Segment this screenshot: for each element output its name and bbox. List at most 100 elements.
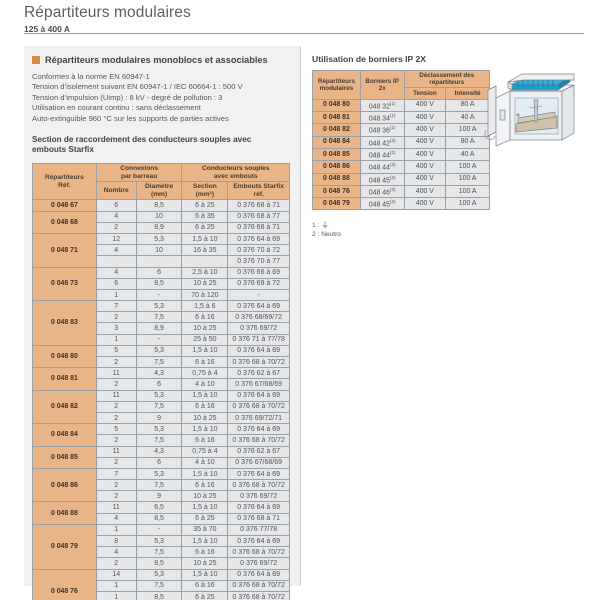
- cell-ip-repartiteur: 0 048 81: [312, 111, 361, 125]
- cell-repartiteur-ref: 0 048 86: [32, 467, 97, 503]
- cell-embouts: 0 376 68 à 70/72: [227, 546, 290, 559]
- cell-section: 2,5 à 10: [181, 266, 229, 279]
- cell-nombre: 2: [95, 434, 137, 447]
- cell-section: 6 à 16: [181, 434, 229, 447]
- cell-section: 1,5 à 10: [181, 389, 229, 402]
- cell-repartiteur-ref: 0 048 73: [32, 266, 97, 302]
- th-section: Section (mm²): [181, 181, 229, 201]
- cell-section: 1,5 à 10: [181, 535, 229, 548]
- right-column: Utilisation de borniers IP 2X Répartiteu…: [296, 46, 586, 600]
- cell-nombre: 11: [95, 445, 137, 458]
- th-diametre-line2: (mm): [151, 190, 168, 198]
- cell-diametre: 7,5: [135, 400, 183, 413]
- cell-ip-bornier: 048 44(2): [359, 147, 405, 162]
- cell-diametre: 5,3: [135, 467, 183, 481]
- cell-embouts: 0 376 64 à 69: [227, 568, 290, 581]
- cell-nombre: 14: [95, 568, 137, 581]
- cell-nombre: 1: [95, 590, 137, 600]
- cell-embouts: 0 376 77/78: [227, 523, 290, 537]
- table-row: 0 048 86 7 5,3 1,5 à 10 0 376 64 à 69: [32, 467, 290, 503]
- product-photo-distribution-block: [484, 73, 575, 147]
- specification-list: Conformes à la norme EN 60947-1 Tension …: [24, 72, 296, 124]
- table-row: 2 7,5 6 à 16 0 376 68 à 70/72: [33, 434, 290, 447]
- cell-embouts: 0 376 67/68/69: [227, 378, 290, 391]
- table-row: 2 9 10 à 25 0 376 69/72: [33, 490, 290, 503]
- cell-diametre: 8,5: [135, 590, 183, 600]
- cell-repartiteur-ref: 0 048 81: [32, 367, 97, 391]
- cell-ip-intensite: 40 A: [445, 147, 490, 162]
- cell-ip-intensite: 40 A: [445, 111, 490, 125]
- table-row: 0 048 84 5 5,3 1,5 à 10 0 376 64 à 69: [32, 423, 290, 447]
- footnotes: 1 : ⏚ 2 : Neutro: [312, 220, 586, 239]
- cell-section: 35 à 70: [181, 523, 229, 537]
- cell-diametre: 9: [135, 411, 183, 425]
- cell-nombre: 12: [95, 232, 137, 246]
- cell-diametre: 10: [135, 244, 183, 257]
- table-row: 0 048 80 5 5,3 1,5 à 10 0 376 64 à 69: [32, 344, 290, 369]
- cell-repartiteur-ref: 0 048 71: [32, 232, 97, 268]
- cell-diametre: 8,9: [135, 221, 183, 234]
- cell-embouts: 0 376 68 à 70/72: [227, 434, 290, 447]
- cell-nombre: 7: [95, 467, 137, 481]
- th-section-line2: (mm²): [195, 190, 215, 198]
- cell-ip-tension: 400 V: [403, 147, 447, 162]
- table-row: 2 9 10 à 25 0 376 69/72/71: [33, 411, 290, 425]
- cell-embouts: 0 376 69/72/71: [227, 411, 290, 425]
- cell-ip-bornier: 048 36(1): [359, 123, 405, 137]
- cell-section: 10 à 25: [181, 557, 229, 570]
- cell-repartiteur-ref: 0 048 76: [32, 568, 97, 600]
- cell-ip-tension: 400 V: [403, 135, 447, 149]
- table-row: 8 5,3 1,5 à 10 0 376 64 à 69: [33, 535, 290, 548]
- cell-ip-tension: 400 V: [403, 160, 447, 174]
- cell-nombre: 1: [95, 579, 137, 592]
- cell-diametre: 6: [135, 266, 183, 279]
- cell-ip-bornier-superscript: (2): [389, 174, 396, 180]
- th-embouts-line1: Embouts Starfix: [233, 183, 284, 191]
- page-subtitle: 125 à 400 A: [24, 24, 70, 34]
- cell-diametre: 8,9: [135, 322, 183, 335]
- cell-ip-intensite: 100 A: [445, 197, 490, 211]
- cell-section: 6 à 25: [181, 199, 229, 212]
- cell-nombre: 2: [95, 456, 137, 469]
- cell-nombre: 1: [95, 288, 137, 302]
- table-row: 0 048 67 6 8,5 6 à 25 0 376 68 à 71: [32, 199, 290, 212]
- phase-symbol-icon: ⏚: [321, 220, 329, 230]
- cell-section: 6 à 16: [181, 356, 229, 369]
- cell-nombre: 11: [95, 389, 137, 402]
- table-row: 0 048 79 1-35 à 70 0 376 77/78: [32, 523, 290, 570]
- cell-section: 6 à 16: [181, 400, 229, 413]
- cell-diametre: 6: [135, 456, 183, 469]
- cell-embouts: -: [227, 288, 290, 302]
- cell-repartiteur-ref: 0 048 88: [32, 501, 97, 525]
- cell-ip-intensite: 80 A: [445, 135, 490, 149]
- cell-repartiteur-ref: 0 048 68: [32, 210, 97, 234]
- ip-table-row: 0 048 80 048 32(1) 400 V 80 A: [312, 98, 490, 113]
- cell-ip-bornier-superscript: (2): [389, 162, 396, 168]
- cell-diametre: 10: [135, 210, 183, 223]
- th-diametre: Diamètre (mm): [135, 181, 183, 201]
- cell-ip-intensite: 100 A: [445, 172, 490, 186]
- cell-embouts: 0 376 68 à 70/72: [227, 400, 290, 413]
- ip-header-row-2: Tension Intensité: [313, 87, 490, 100]
- cell-ip-repartiteur: 0 048 80: [312, 98, 361, 113]
- cell-nombre: 5: [95, 423, 137, 436]
- cell-embouts: 0 376 66 à 69: [227, 266, 290, 279]
- cell-ip-bornier: 048 46(2): [359, 184, 405, 199]
- cell-ip-bornier: 048 34(1): [359, 111, 405, 125]
- cell-nombre: 11: [95, 367, 137, 380]
- th-repartiteurs-line1: Répartiteurs: [44, 174, 84, 182]
- cell-ip-repartiteur: 0 048 79: [312, 197, 361, 211]
- footnote-1-num: 1 :: [312, 222, 320, 230]
- cell-section: 1,5 à 10: [181, 467, 229, 481]
- cell-ip-bornier: 048 32(1): [359, 98, 405, 113]
- cell-diametre: 5,3: [135, 232, 183, 246]
- cell-section: 4 à 10: [181, 456, 229, 469]
- table-head: Répartiteurs Réf. Connexions par barreau…: [32, 163, 290, 201]
- cell-diametre: [135, 255, 183, 268]
- th-connexions-line2: par barreau: [120, 172, 158, 180]
- footnote-2: 2 : Neutro: [312, 230, 586, 239]
- spec-line: Tension d’isolement suivant EN 60947-1 /…: [32, 82, 243, 92]
- cell-embouts: 0 376 64 à 69: [227, 300, 290, 313]
- cell-nombre: 5: [95, 344, 137, 358]
